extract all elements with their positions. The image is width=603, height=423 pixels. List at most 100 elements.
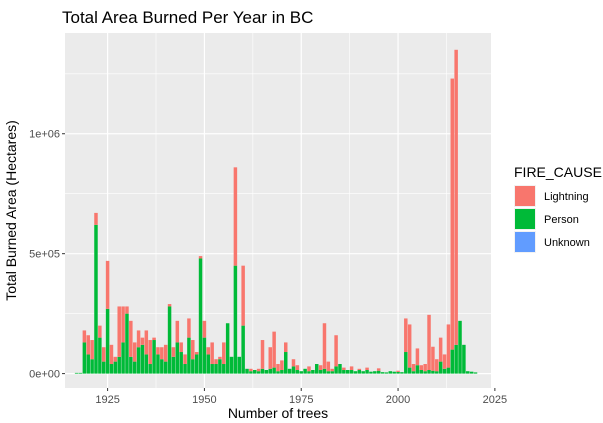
bar-lightning-1928 — [117, 306, 121, 357]
bar-lightning-1965 — [260, 340, 265, 369]
bar-lightning-1941 — [167, 304, 172, 307]
bar-lightning-1954 — [218, 356, 222, 360]
bar-person-2012 — [442, 368, 447, 374]
bar-person-1927 — [113, 361, 118, 374]
bar-person-1989 — [353, 371, 358, 374]
bar-person-1996 — [380, 372, 385, 374]
bar-lightning-1967 — [268, 347, 272, 369]
bar-lightning-2005 — [415, 348, 420, 366]
bar-person-1925 — [105, 308, 110, 374]
bar-lightning-1960 — [241, 265, 245, 326]
bar-lightning-1949 — [198, 256, 203, 259]
y-tick-label: 1e+06 — [29, 129, 60, 141]
bar-person-1987 — [345, 370, 350, 374]
x-tick-label: 2025 — [483, 394, 507, 406]
bar-person-2010 — [435, 371, 439, 374]
bar-lightning-1973 — [291, 359, 296, 367]
bar-lightning-1924 — [101, 347, 106, 362]
bar-person-1932 — [132, 361, 137, 374]
bar-person-1928 — [117, 356, 121, 374]
bar-lightning-1922 — [94, 212, 98, 225]
bar-lightning-1936 — [148, 340, 152, 365]
bar-person-1937 — [152, 340, 156, 374]
bar-person-1920 — [86, 354, 90, 374]
bar-lightning-1933 — [136, 330, 141, 348]
bar-person-1943 — [175, 342, 180, 374]
bar-lightning-1945 — [183, 354, 187, 365]
bar-lightning-1950 — [202, 320, 207, 338]
bar-lightning-1969 — [276, 364, 280, 372]
bar-person-1992 — [365, 370, 369, 374]
x-tick-label: 2000 — [386, 394, 410, 406]
bar-person-1999 — [392, 371, 396, 374]
bar-lightning-2002 — [404, 318, 408, 353]
bar-person-2006 — [419, 370, 424, 374]
bar-person-1938 — [156, 354, 160, 374]
x-axis: 1925 1950 1975 2000 2025 — [95, 388, 507, 406]
bar-person-1959 — [237, 356, 242, 374]
bar-person-1965 — [260, 368, 265, 374]
bar-person-1963 — [253, 370, 257, 374]
bar-person-1931 — [129, 356, 133, 374]
bar-person-1968 — [272, 367, 276, 374]
bar-person-2020 — [473, 372, 478, 374]
bar-person-1922 — [94, 224, 98, 374]
bar-lightning-1927 — [113, 356, 118, 362]
bar-person-1971 — [284, 352, 288, 374]
bar-lightning-1958 — [233, 167, 238, 266]
bar-person-1995 — [376, 370, 381, 374]
x-tick-label: 1950 — [192, 394, 216, 406]
y-axis: 0e+00 5e+05 1e+06 — [29, 129, 65, 381]
bar-person-1935 — [144, 354, 149, 374]
bar-lightning-1983 — [330, 368, 334, 372]
bar-lightning-1948 — [194, 352, 199, 355]
bar-person-1964 — [256, 371, 261, 374]
bar-lightning-2004 — [411, 364, 416, 372]
bar-lightning-1943 — [175, 320, 180, 343]
bar-person-1998 — [388, 371, 393, 374]
bar-person-1966 — [264, 370, 269, 374]
bar-lightning-1920 — [86, 335, 90, 355]
bar-lightning-2006 — [419, 365, 424, 371]
bar-person-2000 — [396, 371, 400, 374]
bar-lightning-2003 — [407, 324, 412, 368]
bar-person-1929 — [121, 342, 125, 374]
bar-person-1977 — [307, 371, 311, 374]
bar-person-1986 — [342, 370, 346, 374]
bar-person-2011 — [438, 361, 443, 374]
bar-lightning-1974 — [295, 365, 300, 371]
legend-swatch-unknown — [515, 232, 535, 252]
bar-lightning-1930 — [125, 306, 129, 314]
bar-lightning-1944 — [179, 342, 183, 353]
bar-person-1990 — [357, 370, 362, 374]
bar-person-1948 — [194, 354, 199, 374]
bar-lightning-1988 — [349, 366, 354, 371]
bar-person-2013 — [446, 367, 451, 374]
x-axis-title: Number of trees — [228, 405, 328, 421]
legend-swatch-lightning — [515, 186, 535, 206]
bar-person-1961 — [245, 368, 249, 374]
bar-person-2016 — [458, 320, 462, 374]
bar-person-1952 — [210, 364, 214, 374]
bar-lightning-2000 — [396, 370, 400, 372]
bar-person-1982 — [326, 371, 331, 374]
bar-person-1997 — [384, 372, 389, 374]
bar-person-1967 — [268, 368, 272, 374]
bar-person-2009 — [431, 370, 435, 374]
bar-person-1917 — [74, 372, 79, 374]
bar-lightning-1970 — [280, 360, 284, 371]
bar-person-2004 — [411, 371, 416, 374]
bar-person-1940 — [163, 361, 168, 374]
bar-lightning-1934 — [140, 337, 145, 345]
bar-person-1981 — [322, 368, 327, 374]
bar-person-1970 — [280, 370, 284, 374]
bar-person-1946 — [187, 337, 191, 374]
bar-person-2008 — [427, 370, 431, 374]
chart-title: Total Area Burned Per Year in BC — [62, 8, 313, 27]
bar-lightning-1953 — [214, 359, 218, 365]
bar-lightning-1990 — [357, 368, 362, 371]
bar-person-1969 — [276, 371, 280, 374]
bar-person-1949 — [198, 258, 203, 374]
y-tick-label: 0e+00 — [29, 369, 60, 381]
bar-lightning-1952 — [210, 342, 214, 365]
